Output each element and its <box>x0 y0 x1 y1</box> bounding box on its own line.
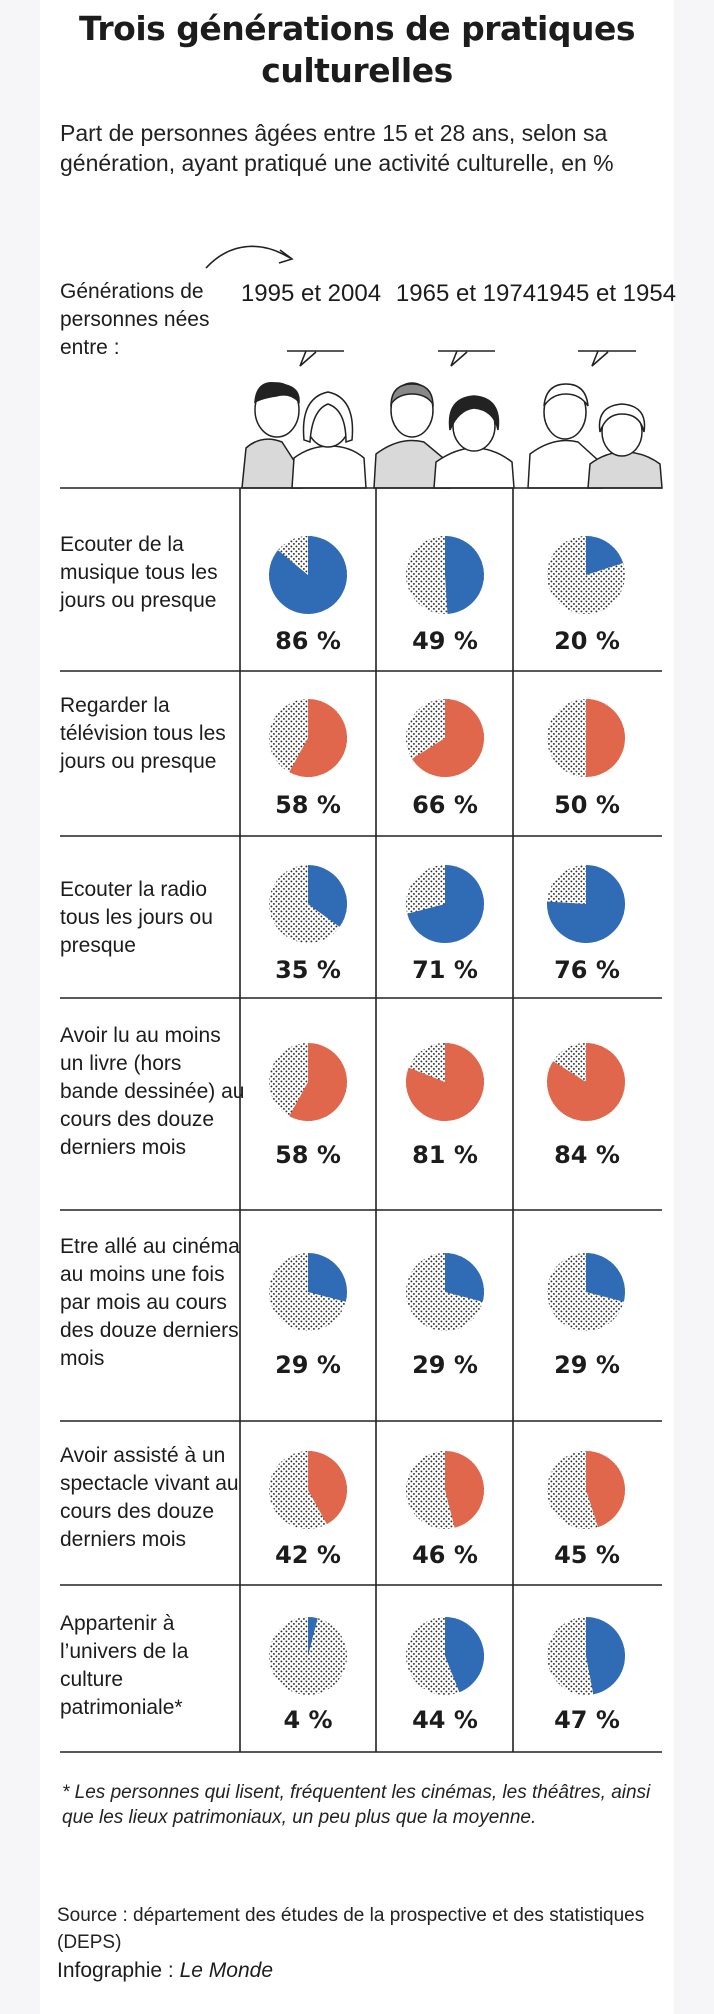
credit-name: Le Monde <box>179 1959 273 1982</box>
pie-slice <box>406 1043 485 1121</box>
data-label: 42 % <box>275 1541 341 1569</box>
data-label: 44 % <box>412 1706 478 1734</box>
data-label: 35 % <box>275 956 341 984</box>
data-label: 4 % <box>283 1706 333 1734</box>
pie-slice <box>445 1451 484 1528</box>
generation-header-2: 1965 et 1974 <box>395 280 537 307</box>
pie-slice <box>308 1451 348 1525</box>
subtitle: Part de personnes âgées entre 15 et 28 a… <box>60 120 614 176</box>
row-label-book: Avoir lu au moins un livre (hors bande d… <box>60 1024 245 1159</box>
pie-slice <box>268 536 347 615</box>
row-label-television: Regarder la télévision tous les jours ou… <box>60 694 226 773</box>
pie-slice <box>445 1253 484 1302</box>
generation-header-1: 1995 et 2004 <box>240 280 382 307</box>
table-lines <box>60 487 662 1753</box>
row-label-patrimoine: Appartenir à l’univers de la culture pat… <box>60 1612 189 1719</box>
pie-charts <box>268 536 626 1695</box>
data-label: 66 % <box>412 791 478 819</box>
data-label: 47 % <box>554 1706 620 1734</box>
pie-slice <box>289 1043 347 1121</box>
generation-header-3: 1945 et 1954 <box>535 280 677 307</box>
pie-slice <box>412 699 484 777</box>
pie-slice <box>586 1451 625 1528</box>
pie-slice <box>289 699 347 777</box>
pie-slice <box>445 1617 484 1693</box>
source-text: Source : département des études de la pr… <box>57 1905 645 1953</box>
data-label: 76 % <box>554 956 620 984</box>
generation-label: Générations de personnes nées entre : <box>60 280 210 359</box>
pie-slice <box>547 865 626 943</box>
pie-slice <box>308 865 347 927</box>
row-label-music: Ecouter de la musique tous les jours ou … <box>60 533 218 612</box>
curved-arrow-icon <box>205 245 294 269</box>
data-label: 29 % <box>275 1351 341 1379</box>
pie-slice <box>586 699 625 777</box>
pie-slice <box>546 1043 625 1121</box>
data-label: 86 % <box>275 627 341 655</box>
data-label: 58 % <box>275 1141 341 1169</box>
data-label: 84 % <box>554 1141 620 1169</box>
pie-slice <box>586 1617 626 1695</box>
pie-slice <box>308 1253 347 1302</box>
data-label: 46 % <box>412 1541 478 1569</box>
data-label: 81 % <box>412 1141 478 1169</box>
pie-slice <box>445 536 484 614</box>
pie-slice <box>586 536 624 575</box>
data-label: 20 % <box>554 627 620 655</box>
credit: Infographie : Le Monde <box>57 1957 273 1984</box>
data-label: 29 % <box>554 1351 620 1379</box>
data-label: 29 % <box>412 1351 478 1379</box>
row-label-spectacle: Avoir assisté à un spectacle vivant au c… <box>60 1444 239 1551</box>
pie-slice <box>308 1617 318 1656</box>
pie-slice <box>407 865 485 943</box>
row-label-radio: Ecouter la radio tous les jours ou presq… <box>60 878 213 957</box>
credit-label: Infographie : <box>57 1959 180 1982</box>
data-label: 50 % <box>554 791 620 819</box>
people-illustration-icon <box>241 382 663 489</box>
data-label: 71 % <box>412 956 478 984</box>
page-title: Trois générations de pratiques culturell… <box>79 9 635 90</box>
data-label: 49 % <box>412 627 478 655</box>
speech-tick-icons <box>287 350 636 367</box>
row-label-cinema: Etre allé au cinéma au moins une fois pa… <box>60 1235 240 1370</box>
data-label: 58 % <box>275 791 341 819</box>
data-label: 45 % <box>554 1541 620 1569</box>
pie-slice <box>586 1253 625 1302</box>
footnote: * Les personnes qui lisent, fréquentent … <box>62 1782 651 1828</box>
